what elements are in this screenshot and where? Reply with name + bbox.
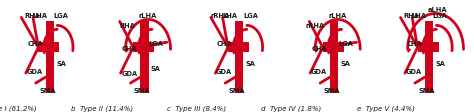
Text: SMA: SMA bbox=[324, 87, 340, 93]
Text: SMA: SMA bbox=[134, 87, 150, 93]
Text: CHA: CHA bbox=[311, 46, 327, 52]
Text: LGA: LGA bbox=[433, 13, 447, 19]
Text: CHA: CHA bbox=[406, 41, 422, 47]
Text: LGA: LGA bbox=[54, 13, 68, 19]
Text: rRHA: rRHA bbox=[210, 13, 230, 19]
Text: RHA: RHA bbox=[24, 13, 40, 19]
Text: GDA: GDA bbox=[121, 70, 137, 76]
FancyBboxPatch shape bbox=[140, 22, 148, 93]
FancyBboxPatch shape bbox=[433, 43, 438, 53]
Text: LHA: LHA bbox=[33, 13, 47, 19]
Text: rLHA: rLHA bbox=[328, 13, 347, 19]
FancyBboxPatch shape bbox=[133, 43, 140, 53]
FancyBboxPatch shape bbox=[243, 43, 249, 53]
Text: LHA: LHA bbox=[223, 13, 237, 19]
FancyBboxPatch shape bbox=[425, 22, 433, 93]
Text: CHA: CHA bbox=[217, 41, 232, 47]
FancyBboxPatch shape bbox=[418, 43, 425, 53]
Text: GDA: GDA bbox=[216, 69, 232, 74]
Text: d  Type IV (1.8%): d Type IV (1.8%) bbox=[261, 105, 321, 111]
Text: GDA: GDA bbox=[406, 69, 422, 74]
FancyBboxPatch shape bbox=[228, 43, 235, 53]
Text: SMA: SMA bbox=[39, 87, 55, 93]
Text: LGA: LGA bbox=[243, 13, 258, 19]
Text: rLHA: rLHA bbox=[139, 13, 157, 19]
Text: GDA: GDA bbox=[311, 69, 327, 74]
FancyBboxPatch shape bbox=[46, 22, 54, 93]
Text: SMA: SMA bbox=[419, 87, 435, 93]
Text: LHA: LHA bbox=[412, 13, 427, 19]
Text: RHA: RHA bbox=[119, 23, 135, 29]
Text: RHA: RHA bbox=[403, 13, 419, 19]
FancyBboxPatch shape bbox=[235, 22, 243, 93]
Text: SA: SA bbox=[151, 66, 161, 72]
Text: SA: SA bbox=[56, 61, 66, 67]
FancyBboxPatch shape bbox=[148, 43, 154, 53]
Text: CHA: CHA bbox=[27, 41, 43, 47]
Text: b  Type II (11.4%): b Type II (11.4%) bbox=[71, 105, 133, 111]
Text: a  Type I (61.2%): a Type I (61.2%) bbox=[0, 105, 37, 111]
Text: SMA: SMA bbox=[229, 87, 245, 93]
Text: SA: SA bbox=[435, 61, 445, 67]
Text: rRHA: rRHA bbox=[305, 23, 325, 29]
Text: CHA: CHA bbox=[122, 46, 137, 52]
FancyBboxPatch shape bbox=[338, 43, 344, 53]
FancyBboxPatch shape bbox=[54, 43, 59, 53]
Text: c  Type III (8.4%): c Type III (8.4%) bbox=[167, 105, 226, 111]
FancyBboxPatch shape bbox=[38, 43, 46, 53]
Text: e  Type V (4.4%): e Type V (4.4%) bbox=[357, 105, 415, 111]
Text: SA: SA bbox=[246, 61, 255, 67]
Text: GDA: GDA bbox=[27, 69, 43, 74]
Text: aLHA: aLHA bbox=[428, 7, 447, 13]
Text: LGA: LGA bbox=[338, 41, 353, 47]
FancyBboxPatch shape bbox=[323, 43, 330, 53]
Text: SA: SA bbox=[340, 61, 350, 67]
FancyBboxPatch shape bbox=[330, 22, 338, 93]
Text: LGA: LGA bbox=[148, 41, 163, 47]
